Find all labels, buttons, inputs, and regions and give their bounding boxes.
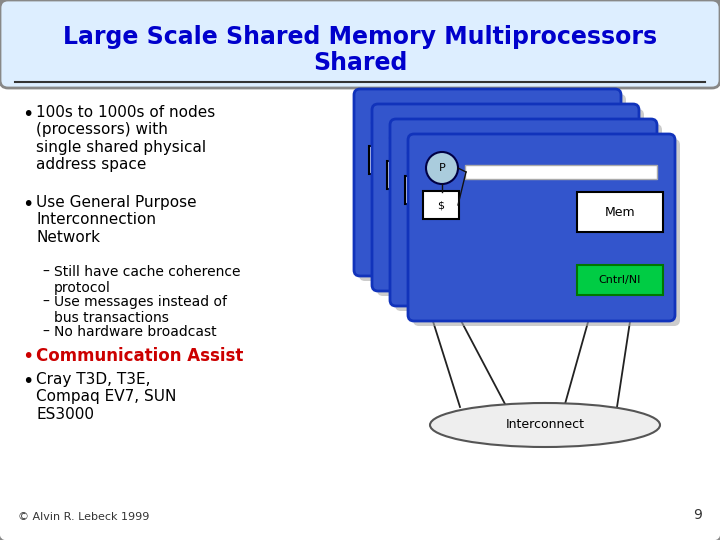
Text: $: $	[384, 155, 390, 165]
FancyBboxPatch shape	[354, 89, 621, 276]
Text: $: $	[438, 200, 444, 210]
FancyBboxPatch shape	[390, 119, 657, 306]
FancyBboxPatch shape	[377, 109, 644, 296]
Text: P: P	[402, 133, 410, 143]
Text: Cntrl/NI: Cntrl/NI	[599, 275, 642, 285]
FancyBboxPatch shape	[577, 192, 663, 232]
FancyBboxPatch shape	[413, 139, 680, 326]
Text: © Alvin R. Lebeck 1999: © Alvin R. Lebeck 1999	[18, 512, 149, 522]
Text: 100s to 1000s of nodes
(processors) with
single shared physical
address space: 100s to 1000s of nodes (processors) with…	[36, 105, 215, 172]
FancyBboxPatch shape	[411, 120, 603, 134]
Text: $: $	[402, 170, 408, 180]
Text: Use messages instead of
bus transactions: Use messages instead of bus transactions	[54, 295, 227, 325]
Text: Still have cache coherence
protocol: Still have cache coherence protocol	[54, 265, 240, 295]
FancyBboxPatch shape	[372, 104, 639, 291]
FancyBboxPatch shape	[387, 161, 423, 189]
FancyBboxPatch shape	[359, 94, 626, 281]
Text: Shared: Shared	[312, 51, 408, 75]
Text: P: P	[384, 118, 392, 128]
Circle shape	[426, 152, 458, 184]
FancyBboxPatch shape	[395, 124, 662, 311]
Text: Mem: Mem	[605, 206, 635, 219]
Text: P: P	[420, 148, 428, 158]
Ellipse shape	[430, 403, 660, 447]
Text: •: •	[22, 105, 33, 124]
Text: •: •	[22, 372, 33, 391]
Text: •: •	[22, 347, 33, 366]
Text: –: –	[42, 265, 49, 279]
FancyBboxPatch shape	[423, 191, 459, 219]
Text: No hardware broadcast: No hardware broadcast	[54, 325, 217, 339]
Circle shape	[408, 137, 440, 169]
Text: P: P	[438, 163, 446, 173]
Text: Large Scale Shared Memory Multiprocessors: Large Scale Shared Memory Multiprocessor…	[63, 25, 657, 49]
Text: –: –	[42, 295, 49, 309]
FancyBboxPatch shape	[369, 146, 405, 174]
Text: •: •	[22, 195, 33, 214]
Text: Interconnect: Interconnect	[505, 418, 585, 431]
FancyBboxPatch shape	[405, 176, 441, 204]
FancyBboxPatch shape	[0, 0, 720, 88]
Text: Use General Purpose
Interconnection
Network: Use General Purpose Interconnection Netw…	[36, 195, 197, 245]
FancyBboxPatch shape	[447, 150, 639, 164]
Text: –: –	[42, 325, 49, 339]
Circle shape	[390, 122, 422, 154]
Text: Communication Assist: Communication Assist	[36, 347, 243, 365]
FancyBboxPatch shape	[408, 134, 675, 321]
FancyBboxPatch shape	[465, 165, 657, 179]
FancyBboxPatch shape	[577, 265, 663, 295]
Circle shape	[372, 107, 404, 139]
Text: 9: 9	[693, 508, 702, 522]
Text: $: $	[420, 185, 426, 195]
Text: Cray T3D, T3E,
Compaq EV7, SUN
ES3000: Cray T3D, T3E, Compaq EV7, SUN ES3000	[36, 372, 176, 422]
FancyBboxPatch shape	[429, 135, 621, 149]
